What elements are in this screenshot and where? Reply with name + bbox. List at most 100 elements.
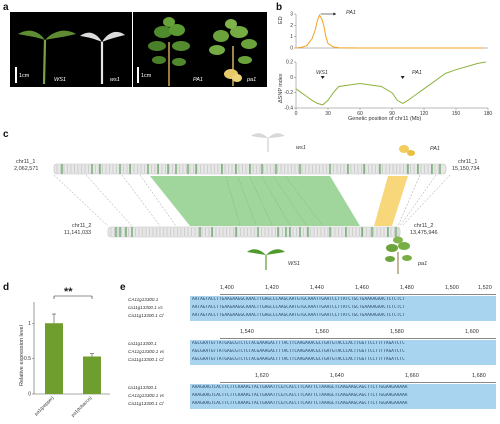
yellow-fruit-icon <box>399 145 415 156</box>
b-xtick-label: 180 <box>484 111 493 117</box>
block3-band <box>190 384 496 409</box>
block3-tick: 1,640 <box>330 373 344 379</box>
block1-band <box>190 296 496 321</box>
green-plant-icon <box>385 236 412 274</box>
block3-tick: 1,620 <box>255 373 269 379</box>
block2-label: CA11g13300.1 vs <box>128 349 165 354</box>
alignment-block-1: 1,400 1,420 1,440 1,460 1,480 1,500 1,52… <box>128 285 498 326</box>
chr-synteny-line <box>261 176 291 226</box>
chr-synteny-line <box>273 176 307 226</box>
plant-illustration <box>148 17 257 86</box>
d-ytick-label: 1 <box>28 321 31 327</box>
d-category-label: pa1(pepper) <box>33 395 55 417</box>
chr-synteny-line <box>237 176 257 226</box>
scale-label-right: 1cm <box>141 73 152 79</box>
chr-synteny-line <box>225 176 241 226</box>
b-xtick-label: 0 <box>295 111 298 117</box>
alignment-block-2: 1,540 1,560 1,580 1,600 ca11g13300.1 CA1… <box>128 329 498 370</box>
b-marker-ws1 <box>320 76 325 79</box>
block2-tick: 1,600 <box>465 329 479 335</box>
chr-synteny-line <box>285 176 323 226</box>
scale-bar-right <box>137 67 139 83</box>
panel-d-letter: d <box>3 282 10 293</box>
block2-tick: 1,540 <box>240 329 254 335</box>
block1-tick: 1,500 <box>445 285 459 291</box>
chr-top-start: 2,062,571 <box>14 166 39 172</box>
block2-label: ca11g13300.1 <box>128 341 157 346</box>
block2-ruler <box>220 338 496 339</box>
block3-seq: AAAGAAGTCACTTCTTCAAAACTACTGAAATTCGTCACCT… <box>192 401 408 406</box>
block2-tick: 1,560 <box>315 329 329 335</box>
block1-seq: AATAGTACCTTGAAGAAGGCAAACTTGAGCCCAAGCAATG… <box>192 305 405 310</box>
block2-tick: 1,580 <box>390 329 404 335</box>
block3-seq: AAAGAAGTCACTTCTTCAAAACTACTGAAATTCGTCACCT… <box>192 385 408 390</box>
block1-label: ca11g13300.1 vs <box>128 305 163 310</box>
b-top-ytick-label: 1 <box>290 34 293 40</box>
white-seedling-icon <box>251 133 285 152</box>
d-ytick-label: 0.5 <box>24 356 31 362</box>
b-xlabel: Genetic position of chr11 (Mb) <box>348 116 422 122</box>
block1-tick: 1,440 <box>310 285 324 291</box>
scale-bar-left <box>15 67 17 83</box>
chr-bottom-end: 13,475,946 <box>410 230 438 236</box>
caption-ws1-lower: ws1 <box>110 77 120 83</box>
seedling-photo-pair: 1cm WS1 ws1 <box>10 12 132 87</box>
chr-label-ws1-top: ws1 <box>296 145 306 151</box>
b-xtick-label: 150 <box>452 111 461 117</box>
b-top-ylabel: ED <box>278 16 284 24</box>
collinear-block <box>150 176 360 226</box>
block3-ticks: 1,620 1,640 1,660 1,680 <box>220 373 496 382</box>
b-marker-pa1 <box>400 76 405 79</box>
b-bottom-ytick-label: -0.4 <box>284 106 293 112</box>
panel-a-letter: a <box>3 2 9 13</box>
block1-tick: 1,460 <box>355 285 369 291</box>
block2-seq: AGCGAATGTTATGAGCGTCTCTACGAAAGACTTTACTTCA… <box>192 341 405 346</box>
panel-b-letter: b <box>276 2 283 13</box>
plant-photo-pair: 1cm PA1 pa1 <box>133 12 267 87</box>
green-seedling-icon <box>247 249 285 270</box>
block3-label: ca11g13300.1 <box>128 385 157 390</box>
block2-seq: AGCGAATGTTATGAGCGTCTCTACGAAAGACTTTACTTCA… <box>192 349 405 354</box>
scale-label-left: 1cm <box>19 73 30 79</box>
block1-tick: 1,420 <box>265 285 279 291</box>
b-xtick-label: 30 <box>325 111 331 117</box>
b-bottom-ylabel: ΔSNP index <box>278 73 284 103</box>
chr-connector <box>85 174 133 227</box>
chr-bottom-start: 11,141,033 <box>64 230 92 236</box>
panel-c-letter: c <box>3 129 9 140</box>
block2-seq: AGCGAATGTTATGAGCGTCTCTACGAAAGACTTTACTTCA… <box>192 357 405 362</box>
b-bottom-ytick-label: 0.2 <box>286 60 293 66</box>
d-ylabel: Relative expression level <box>19 325 25 386</box>
d-bar <box>45 323 63 394</box>
caption-pa1-lower: pa1 <box>247 77 257 83</box>
block1-tick: 1,400 <box>220 285 234 291</box>
b-bottom-marker-pa1: PA1 <box>412 70 422 76</box>
block1-label: Ca11g13300.1 Cl <box>128 313 164 318</box>
chr-bottom-name: chr11_2 <box>72 223 92 229</box>
d-ytick-label: 0 <box>28 392 31 398</box>
block1-seq: AATAGTACCTTGAAGAAGGCAAACTTGAGCCCAAGCAATG… <box>192 313 405 318</box>
chr-connector <box>401 174 451 227</box>
alignment-block-3: 1,620 1,640 1,660 1,680 ca11g13300.1 CA1… <box>128 373 498 414</box>
chr-top-end-name: chr11_1 <box>458 159 478 165</box>
block3-label: Ca11g13300.1 Cl <box>128 401 164 406</box>
chr-label-ws1-bottom: WS1 <box>288 261 300 267</box>
chr-top-end: 15,150,734 <box>452 166 480 172</box>
d-category-label: pa1(tobacco) <box>70 395 93 418</box>
block2-band <box>190 340 496 365</box>
chr-label-pa1-bottom: pa1 <box>418 261 428 267</box>
b-top-ytick-label: 2 <box>290 23 293 29</box>
block3-tick: 1,680 <box>472 373 486 379</box>
block3-ruler <box>220 382 496 383</box>
b-bottom-marker-ws1: WS1 <box>316 70 328 76</box>
panel-e-letter: e <box>120 282 126 293</box>
chr-label-pa1-top: PA1 <box>430 146 440 152</box>
caption-pa1-upper: PA1 <box>193 77 203 83</box>
d-bar <box>83 356 101 394</box>
b-top-ytick-label: 3 <box>290 12 293 18</box>
chr-connector <box>121 174 161 227</box>
block3-tick: 1,660 <box>405 373 419 379</box>
chr-connector <box>53 174 109 227</box>
chromosome-collinearity-diagram <box>53 133 451 274</box>
d-significance: ** <box>64 286 73 298</box>
